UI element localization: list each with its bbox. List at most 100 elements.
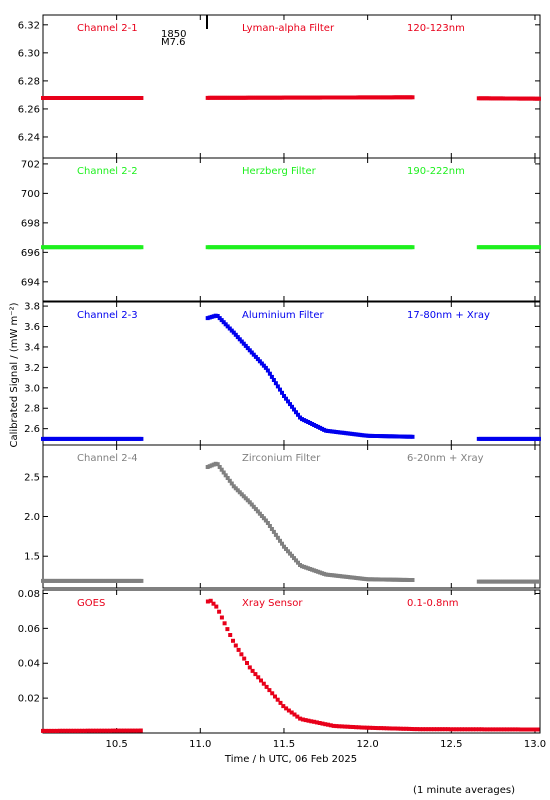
- y-tick-label: 702: [21, 159, 40, 170]
- y-tick-label: 6.24: [18, 132, 40, 143]
- data-point: [251, 504, 256, 509]
- data-point: [261, 681, 266, 686]
- panel-frame: [42, 444, 541, 589]
- y-tick-label: 2.5: [24, 472, 40, 483]
- data-point: [280, 390, 284, 395]
- y-tick-label: 6.26: [18, 104, 40, 115]
- x-tick-label: 11.5: [273, 739, 295, 750]
- series-ch2-3: [41, 313, 541, 441]
- band-label: 190-222nm: [407, 166, 465, 177]
- data-point: [537, 579, 541, 584]
- filter-label: Xray Sensor: [242, 598, 303, 609]
- channel-label: GOES: [77, 598, 105, 609]
- series-goes: [41, 598, 540, 733]
- x-axis-label: Time / h UTC, 06 Feb 2025: [224, 754, 357, 765]
- data-point: [267, 688, 272, 693]
- band-label: 17-80nm + Xray: [407, 310, 490, 321]
- channel-label: Channel 2-1: [77, 23, 138, 34]
- data-point: [410, 434, 415, 439]
- data-point: [281, 704, 286, 709]
- data-point: [222, 621, 227, 626]
- data-point: [219, 615, 224, 620]
- filter-label: Lyman-alpha Filter: [242, 23, 335, 34]
- y-tick-label: 3.6: [24, 322, 40, 333]
- data-point: [247, 665, 252, 670]
- data-point: [225, 627, 230, 632]
- data-point: [410, 95, 415, 100]
- data-point: [139, 245, 144, 250]
- band-label: 120-123nm: [407, 23, 465, 34]
- channel-label: Channel 2-3: [77, 310, 138, 321]
- panel-goes: 0.02 0.04 0.06 0.08 GOES Xray Sensor 0.1-0.8nm: [18, 589, 541, 734]
- data-point: [410, 578, 415, 582]
- y-tick-label: 698: [21, 218, 40, 229]
- panel-ch2-4: 1.5 2.0 2.5 Channel 2-4 Zirconium Filter 6-20…: [24, 444, 541, 589]
- data-point: [245, 661, 249, 665]
- panel-frame: [42, 157, 541, 302]
- data-point: [537, 245, 541, 250]
- data-point: [284, 706, 289, 711]
- y-tick-label: 2.8: [24, 404, 40, 415]
- data-point: [250, 668, 255, 673]
- y-tick-label: 3.0: [24, 383, 40, 394]
- panel-frame: [42, 589, 541, 734]
- data-point: [228, 633, 233, 637]
- panel-ch2-3: 2.6 2.8 3.0 3.2 3.4 3.6 3.8 Channel 2-3 Aluminiu…: [24, 301, 541, 446]
- series-ch2-1: [41, 95, 541, 101]
- data-point: [410, 245, 415, 250]
- series-ch2-4: [41, 461, 541, 584]
- filter-label: Zirconium Filter: [242, 453, 321, 464]
- data-point: [269, 374, 274, 379]
- data-point: [233, 643, 238, 648]
- data-point: [217, 609, 222, 614]
- panels: 6.24 6.26 6.28 6.30 6.32 Channel 2-1 Lyman-alp…: [18, 14, 541, 734]
- filter-label: Herzberg Filter: [242, 166, 317, 177]
- data-point: [264, 684, 269, 689]
- data-point: [253, 672, 258, 677]
- data-point: [139, 578, 144, 583]
- channel-label: Channel 2-4: [77, 453, 138, 464]
- data-point: [211, 601, 216, 606]
- data-point: [273, 694, 277, 699]
- band-label: 6-20nm + Xray: [407, 453, 484, 464]
- y-tick-label: 0.02: [18, 694, 40, 705]
- data-point: [273, 381, 278, 386]
- data-point: [265, 368, 270, 373]
- data-point: [139, 436, 144, 441]
- data-point: [139, 96, 144, 100]
- y-tick-label: 6.32: [18, 20, 40, 31]
- flare-class: M7.6: [161, 37, 186, 48]
- data-point: [292, 712, 297, 717]
- y-tick-label: 0.08: [18, 589, 40, 600]
- band-label: 0.1-0.8nm: [407, 598, 459, 609]
- y-tick-label: 0.04: [18, 659, 40, 670]
- footnote: (1 minute averages): [413, 785, 515, 796]
- data-point: [535, 727, 540, 732]
- panel-ch2-2: 694 696 698 700 702 Channel 2-2 Herzberg Filte…: [21, 157, 541, 302]
- y-tick-label: 6.30: [18, 48, 40, 59]
- data-point: [537, 96, 541, 101]
- series-ch2-2: [41, 245, 541, 250]
- data-point: [251, 352, 256, 357]
- data-point: [275, 384, 280, 389]
- data-point: [275, 535, 280, 540]
- x-axis: 10.5 11.0 11.5 12.0 12.5 13.0: [105, 739, 546, 750]
- x-tick-label: 10.5: [105, 739, 127, 750]
- x-tick-label: 12.5: [440, 739, 462, 750]
- x-tick-label: 13.0: [524, 739, 546, 750]
- y-tick-label: 3.2: [24, 363, 40, 374]
- y-tick-label: 3.4: [24, 342, 40, 353]
- panel-frame: [42, 14, 541, 159]
- y-tick-label: 2.0: [24, 512, 40, 523]
- data-point: [259, 678, 263, 683]
- y-tick-label: 3.8: [24, 302, 40, 313]
- filter-label: Aluminium Filter: [242, 310, 325, 321]
- y-tick-label: 694: [21, 277, 40, 288]
- y-tick-label: 696: [21, 248, 40, 259]
- data-point: [278, 700, 283, 705]
- y-tick-label: 6.28: [18, 76, 40, 87]
- data-point: [225, 476, 230, 480]
- y-axis-label: Calibrated Signal / (mW m⁻²): [9, 302, 20, 447]
- data-point: [256, 675, 261, 680]
- y-tick-label: 2.6: [24, 424, 40, 435]
